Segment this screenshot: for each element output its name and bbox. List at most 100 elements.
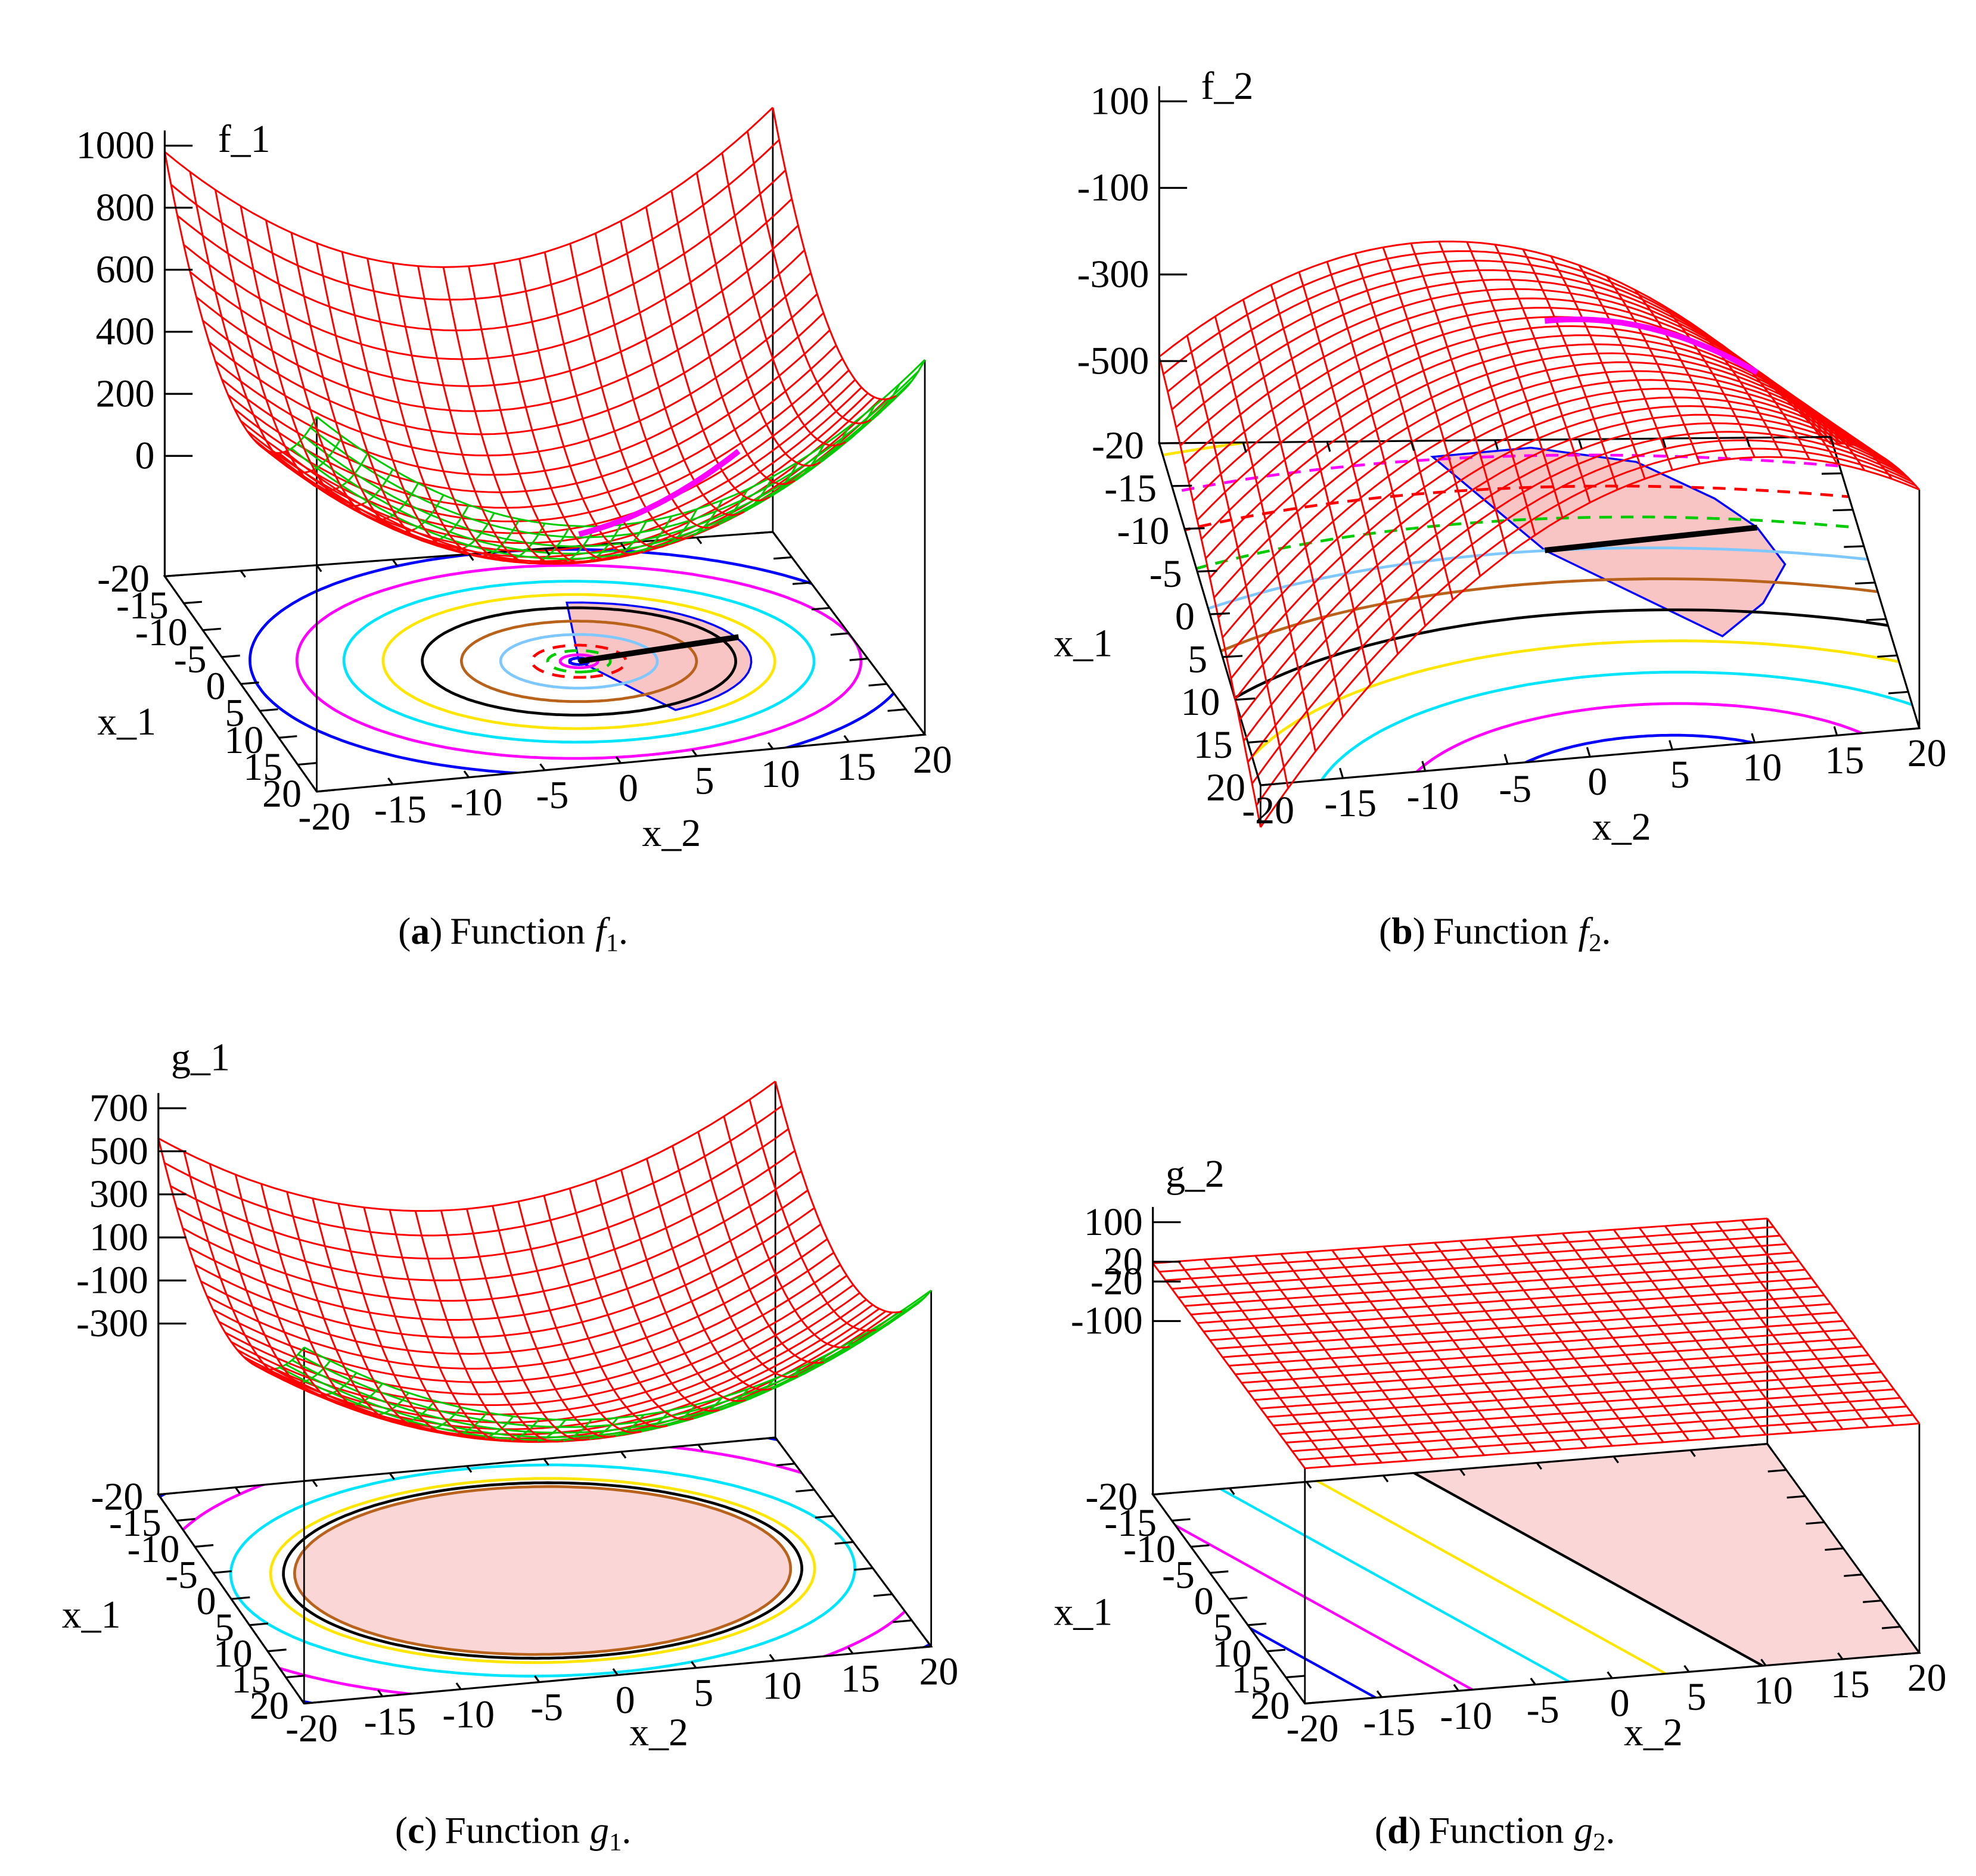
surface-mesh: [1382, 1246, 1536, 1452]
x2-tick: [1829, 436, 1835, 446]
x1-tick-label: 15: [231, 1658, 271, 1701]
caption-part: (: [1379, 910, 1391, 952]
surface-mesh: [1485, 1238, 1639, 1445]
contour: [381, 593, 776, 730]
z-tick-label: -20: [1090, 1259, 1143, 1303]
contour: [1480, 733, 1827, 786]
z-tick-label: 200: [96, 372, 155, 415]
surface-mesh: [380, 1392, 409, 1415]
x1-tick-label: 0: [206, 665, 226, 708]
surface-mesh: [212, 1252, 835, 1383]
x1-tick-label: 10: [1213, 1632, 1252, 1675]
surface-mesh: [468, 266, 593, 564]
surface-mesh: [459, 1412, 488, 1435]
x2-tick-label: 5: [695, 760, 714, 803]
z-tick-label: -300: [76, 1302, 148, 1345]
surface-mesh: [189, 225, 799, 387]
surface-mesh: [366, 258, 492, 558]
surface-mesh: [568, 1188, 694, 1421]
x1-tick-label: 0: [197, 1580, 216, 1623]
surface-mesh: [667, 508, 698, 545]
surface-mesh: [1690, 322, 1784, 458]
x1-tick-label: 5: [215, 1606, 234, 1649]
x2-tick: [311, 784, 318, 792]
x1-tick: [1172, 1518, 1191, 1522]
contour: [1316, 1480, 1667, 1675]
caption-part: 1: [609, 1828, 622, 1856]
x2-tick: [157, 1494, 164, 1502]
x1-tick: [304, 1700, 324, 1705]
surface-mesh: [771, 1367, 801, 1390]
x2-tick: [615, 756, 622, 764]
surface-mesh: [1522, 248, 1618, 490]
x1-tick: [873, 1593, 893, 1597]
surface-mesh: [620, 220, 745, 517]
surface-mesh: [417, 266, 542, 564]
surface-mesh: [302, 1360, 331, 1383]
x2-tick: [463, 770, 470, 778]
floor-contours: [248, 547, 910, 776]
surface-mesh: [1158, 356, 1262, 827]
caption-part: 2: [1593, 1828, 1605, 1856]
surface-mesh: [870, 383, 900, 421]
x1-axis-label: x_1: [1054, 621, 1113, 665]
x2-tick-label: 0: [1610, 1682, 1630, 1725]
x2-tick: [767, 742, 774, 749]
x2-tick: [1421, 761, 1427, 771]
surface-mesh: [440, 504, 470, 540]
x2-tick: [312, 1479, 318, 1488]
x2-tick: [847, 1647, 854, 1654]
x2-tick-label: -10: [450, 781, 503, 825]
surface-mesh: [794, 444, 825, 482]
x1-tick: [1260, 782, 1281, 786]
x2-tick: [1669, 740, 1673, 750]
surface-mesh: [695, 172, 821, 467]
caption: (c) Function g1.: [395, 1809, 631, 1856]
x1-tick: [868, 683, 887, 687]
x2-tick: [534, 1675, 540, 1683]
z-tick-label: 100: [89, 1215, 148, 1259]
x2-tick: [1613, 1455, 1619, 1464]
x1-tick-label: 10: [1180, 680, 1220, 724]
contour: [1159, 453, 1919, 786]
surface-mesh: [341, 251, 466, 551]
surface-mesh: [1466, 241, 1564, 518]
surface-mesh: [1510, 1236, 1664, 1443]
z-tick-label: 800: [96, 186, 155, 229]
z-tick-label: 20: [1104, 1240, 1143, 1283]
x1-tick-label: -15: [1104, 466, 1157, 510]
x1-tick: [1285, 1675, 1304, 1679]
x1-tick: [249, 1622, 269, 1626]
surface-mesh: [1766, 1218, 1921, 1424]
x1-tick-label: -15: [116, 584, 169, 627]
surface-mesh: [1550, 256, 1646, 480]
x2-tick: [543, 547, 551, 556]
surface-mesh: [265, 220, 390, 521]
x2-tick: [1376, 1690, 1382, 1698]
surface-mesh: [745, 1378, 775, 1401]
surface-mesh: [1186, 335, 1289, 789]
z-tick-label: 100: [1090, 79, 1149, 123]
surface-mesh: [875, 1308, 906, 1331]
x2-tick: [1256, 774, 1262, 786]
surface-mesh: [642, 515, 673, 552]
x2-tick-label: -20: [1287, 1707, 1339, 1750]
x2-tick: [240, 570, 246, 578]
surface-mesh: [515, 522, 546, 559]
x2-tick: [389, 1472, 395, 1480]
x1-tick: [792, 581, 811, 585]
surface-mesh: [594, 233, 720, 529]
x1-tick-label: 15: [1194, 723, 1233, 767]
x2-tick-label: 20: [913, 738, 952, 782]
x2-tick: [1578, 438, 1583, 449]
x2-tick: [1306, 1481, 1312, 1489]
surface-mesh: [1354, 253, 1454, 601]
contour: [1308, 670, 1919, 786]
caption-part: g: [1574, 1809, 1593, 1851]
x1-tick-label: -5: [1162, 1554, 1195, 1597]
contour: [1222, 639, 1919, 786]
x1-tick: [1184, 527, 1205, 530]
x2-tick: [392, 559, 399, 567]
surface-mesh: [1434, 1242, 1587, 1449]
x1-tick: [158, 1492, 178, 1496]
